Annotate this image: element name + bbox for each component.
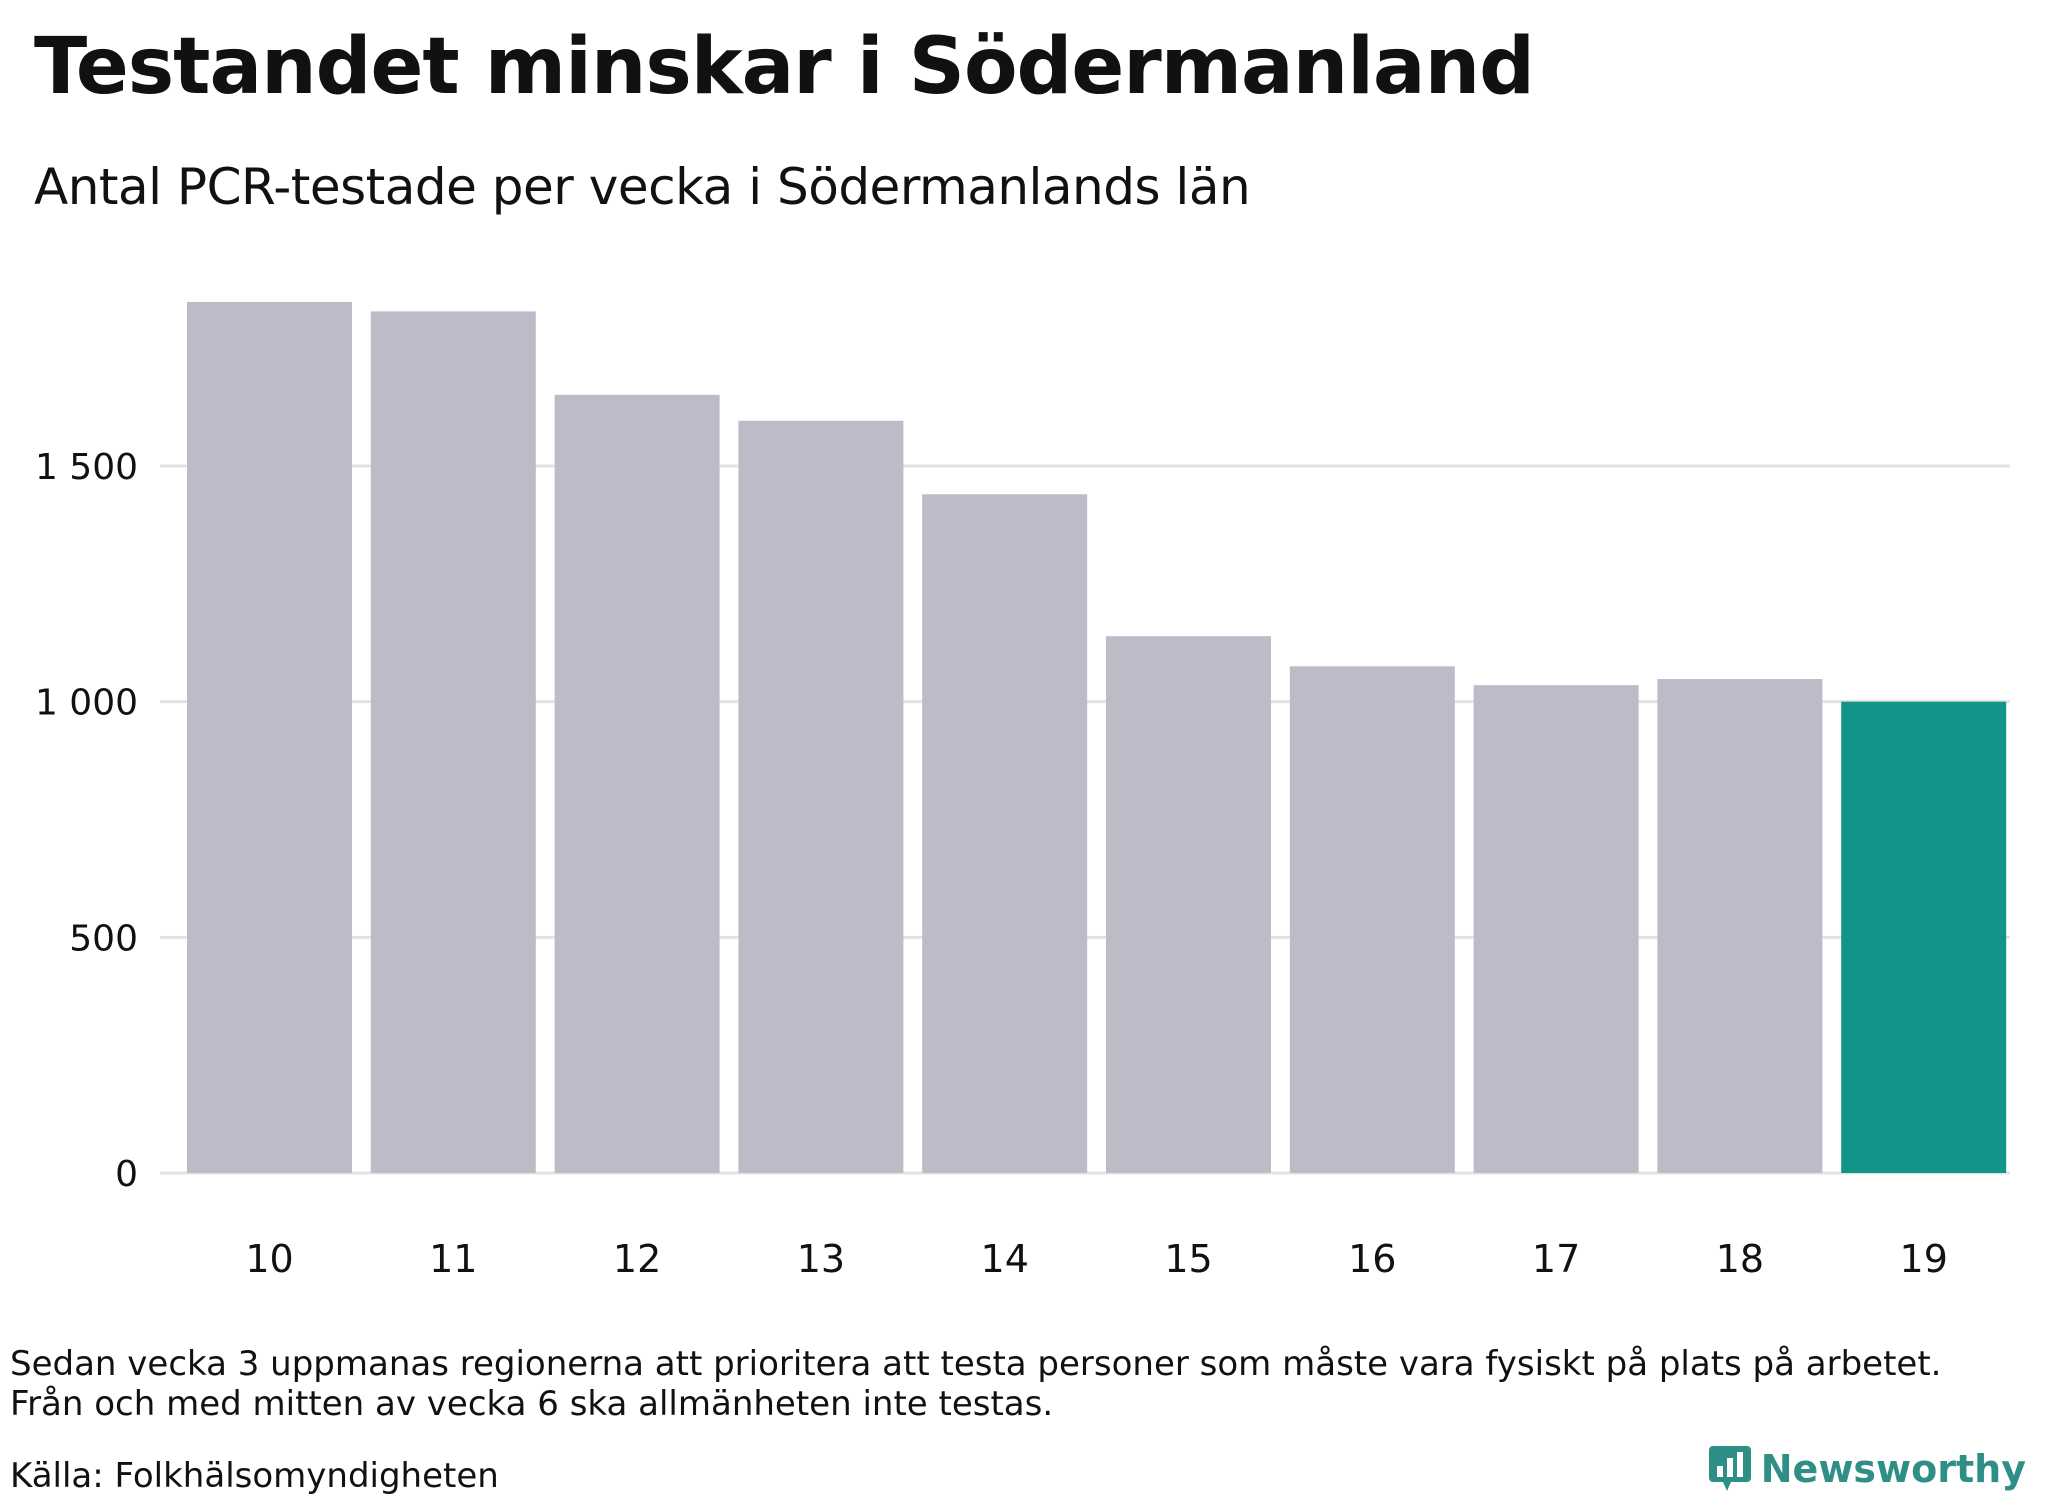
bar-chart-logo-icon [1708, 1446, 1751, 1491]
bar-week-10 [187, 301, 352, 1173]
y-tick-label: 1 500 [35, 447, 138, 488]
y-tick-label: 500 [69, 918, 138, 959]
x-tick-label: 13 [797, 1237, 845, 1281]
x-tick-label: 10 [245, 1237, 293, 1281]
x-tick-label: 17 [1532, 1237, 1580, 1281]
y-tick-label: 1 000 [35, 683, 138, 724]
bar-week-19 [1841, 701, 2007, 1173]
bar-week-16 [1289, 666, 1455, 1173]
chart-note-line: Från och med mitten av vecka 6 ska allmä… [10, 1384, 1054, 1424]
y-tick-label: 0 [115, 1154, 138, 1195]
bar-week-13 [738, 420, 904, 1173]
chart-note: Sedan vecka 3 uppmanas regionerna att pr… [10, 1344, 1941, 1424]
brand-logo: Newsworthy [1708, 1446, 2026, 1492]
chart-subtitle: Antal PCR-testade per vecka i Södermanla… [34, 158, 1251, 216]
bar-week-14 [922, 494, 1088, 1173]
bar-week-12 [554, 394, 720, 1173]
x-tick-label: 18 [1716, 1237, 1764, 1281]
bar-week-17 [1473, 685, 1639, 1173]
x-tick-label: 11 [429, 1237, 477, 1281]
bar-week-15 [1106, 636, 1271, 1173]
brand-label: Newsworthy [1760, 1447, 2026, 1491]
bars [187, 301, 2007, 1173]
x-tick-label: 16 [1348, 1237, 1396, 1281]
chart-title: Testandet minskar i Södermanland [34, 22, 1535, 112]
chart-note-line: Sedan vecka 3 uppmanas regionerna att pr… [10, 1344, 1942, 1384]
x-axis-tick-labels: 10 11 12 13 14 15 16 17 18 19 [245, 1237, 1948, 1281]
bar-chart: 0 500 1 000 1 500 10 11 12 13 14 15 16 17 18 19 [35, 301, 2010, 1281]
y-axis-tick-labels: 0 500 1 000 1 500 [35, 447, 138, 1195]
source-credit: Källa: Folkhälsomyndigheten [10, 1456, 499, 1496]
x-tick-label: 12 [613, 1237, 661, 1281]
x-tick-label: 15 [1164, 1237, 1212, 1281]
x-tick-label: 19 [1900, 1237, 1948, 1281]
x-tick-label: 14 [981, 1237, 1029, 1281]
bar-week-11 [370, 311, 536, 1173]
bar-week-18 [1657, 679, 1823, 1173]
